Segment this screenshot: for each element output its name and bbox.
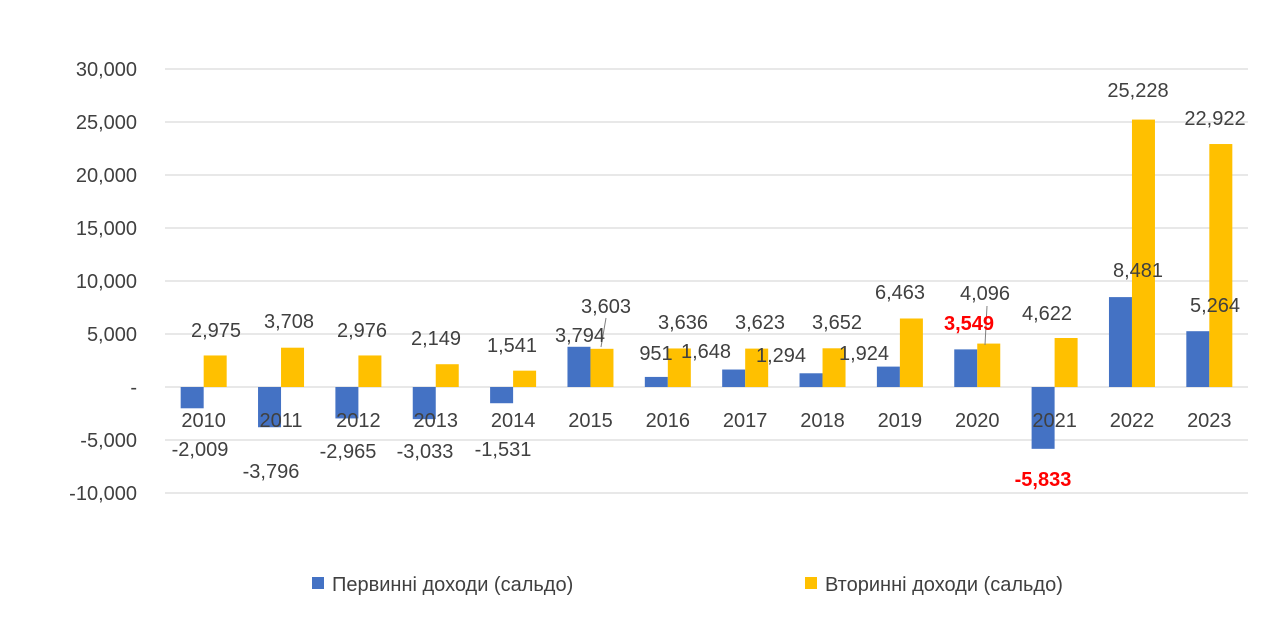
legend-swatch-primary <box>312 577 324 589</box>
x-tick-label: 2013 <box>414 410 459 432</box>
y-tick-label: -5,000 <box>80 430 137 452</box>
bar-secondary-2011 <box>281 347 305 387</box>
x-tick-label: 2016 <box>646 410 691 432</box>
x-tick-label: 2018 <box>800 410 845 432</box>
data-label-primary-2017: 1,648 <box>681 341 731 363</box>
data-label-primary-2011: -3,796 <box>243 461 300 483</box>
x-tick-label: 2022 <box>1110 410 1155 432</box>
bar-primary-2010 <box>180 387 204 409</box>
data-label-primary-2023: 5,264 <box>1190 295 1240 317</box>
y-axis: -10,000-5,000-5,00010,00015,00020,00025,… <box>69 59 137 505</box>
x-tick-label: 2021 <box>1032 410 1077 432</box>
bar-secondary-2022 <box>1131 119 1155 388</box>
bar-secondary-2020 <box>977 343 1001 387</box>
bar-primary-2012 <box>335 387 359 419</box>
x-tick-label: 2014 <box>491 410 536 432</box>
bar-primary-2013 <box>412 387 436 420</box>
bar-primary-2014 <box>490 387 514 404</box>
data-label-primary-2014: -1,531 <box>475 439 532 461</box>
y-tick-label: 20,000 <box>76 165 137 187</box>
y-tick-label: 25,000 <box>76 112 137 134</box>
bar-primary-2021 <box>1031 387 1055 449</box>
data-label-primary-2012: -2,965 <box>320 441 377 463</box>
y-tick-label: 15,000 <box>76 218 137 240</box>
legend-label-secondary: Вторинні доходи (сальдо) <box>825 574 1063 596</box>
bar-secondary-2010 <box>203 355 227 387</box>
data-label-secondary-2013: 2,149 <box>411 328 461 350</box>
y-tick-label: -10,000 <box>69 483 137 505</box>
y-tick-label: - <box>130 377 137 399</box>
data-labels: -2,009 -3,796 -2,965 -3,033 -1,531 3,794 951 1,… <box>172 80 1246 491</box>
data-label-primary-2013: -3,033 <box>397 441 454 463</box>
bar-secondary-2013 <box>435 364 459 387</box>
y-tick-label: 30,000 <box>76 59 137 81</box>
bar-primary-2015 <box>567 346 591 387</box>
x-tick-label: 2011 <box>260 410 303 432</box>
x-tick-label: 2019 <box>878 410 923 432</box>
data-label-secondary-2010: 2,975 <box>191 320 241 342</box>
x-tick-label: 2012 <box>336 410 381 432</box>
data-label-secondary-2012: 2,976 <box>337 320 387 342</box>
bar-secondary-2021 <box>1054 338 1078 387</box>
data-label-secondary-2014: 1,541 <box>487 335 537 357</box>
x-tick-label: 2015 <box>568 410 613 432</box>
bar-secondary-2014 <box>513 370 537 387</box>
bar-secondary-2012 <box>358 355 382 387</box>
bar-secondary-2023 <box>1209 144 1233 387</box>
data-label-secondary-2017: 3,623 <box>735 312 785 334</box>
leader-line <box>600 317 607 348</box>
bars <box>180 119 1233 449</box>
y-tick-label: 10,000 <box>76 271 137 293</box>
bar-secondary-2018 <box>822 348 846 387</box>
bar-primary-2020 <box>954 349 978 387</box>
bar-primary-2011 <box>258 387 282 428</box>
bar-primary-2017 <box>722 369 746 387</box>
bar-secondary-2019 <box>899 318 923 387</box>
data-label-secondary-2015: 3,603 <box>581 296 631 318</box>
data-label-primary-2022: 8,481 <box>1113 260 1163 282</box>
legend: Первинні доходи (сальдо) Вторинні доходи… <box>312 574 1063 596</box>
legend-label-primary: Первинні доходи (сальдо) <box>332 574 573 596</box>
data-label-primary-2018: 1,294 <box>756 345 806 367</box>
x-axis: 2010 2011 2012 2013 2014 2015 2016 2017 2018 2019… <box>181 410 1231 432</box>
data-label-secondary-2021: 4,622 <box>1022 303 1072 325</box>
data-label-secondary-2011: 3,708 <box>264 311 314 333</box>
data-label-primary-2015: 3,794 <box>555 325 605 347</box>
y-tick-label: 5,000 <box>87 324 137 346</box>
data-label-primary-2019: 1,924 <box>839 343 889 365</box>
data-label-secondary-2022: 25,228 <box>1107 80 1168 102</box>
bar-primary-2016 <box>644 376 668 387</box>
data-label-primary-2016: 951 <box>639 343 672 365</box>
bar-secondary-2016 <box>667 348 691 387</box>
x-tick-label: 2020 <box>955 410 1000 432</box>
data-label-secondary-2020: 4,096 <box>960 283 1010 305</box>
bar-secondary-2015 <box>590 348 614 387</box>
legend-swatch-secondary <box>805 577 817 589</box>
bar-primary-2023 <box>1186 331 1210 387</box>
gridlines <box>165 68 1248 494</box>
x-tick-label: 2010 <box>181 410 226 432</box>
x-tick-label: 2023 <box>1187 410 1232 432</box>
bar-primary-2019 <box>876 366 900 387</box>
data-label-secondary-2023: 22,922 <box>1184 108 1245 130</box>
bar-primary-2018 <box>799 373 823 387</box>
data-label-secondary-2019: 6,463 <box>875 282 925 304</box>
leader-line <box>984 305 988 346</box>
bar-primary-2022 <box>1108 297 1132 387</box>
x-tick-label: 2017 <box>723 410 768 432</box>
data-label-primary-2021: -5,833 <box>1015 469 1072 491</box>
data-label-primary-2020: 3,549 <box>944 313 994 335</box>
data-label-secondary-2016: 3,636 <box>658 312 708 334</box>
data-label-primary-2010: -2,009 <box>172 439 229 461</box>
bar-secondary-2017 <box>745 348 769 387</box>
data-label-secondary-2018: 3,652 <box>812 312 862 334</box>
